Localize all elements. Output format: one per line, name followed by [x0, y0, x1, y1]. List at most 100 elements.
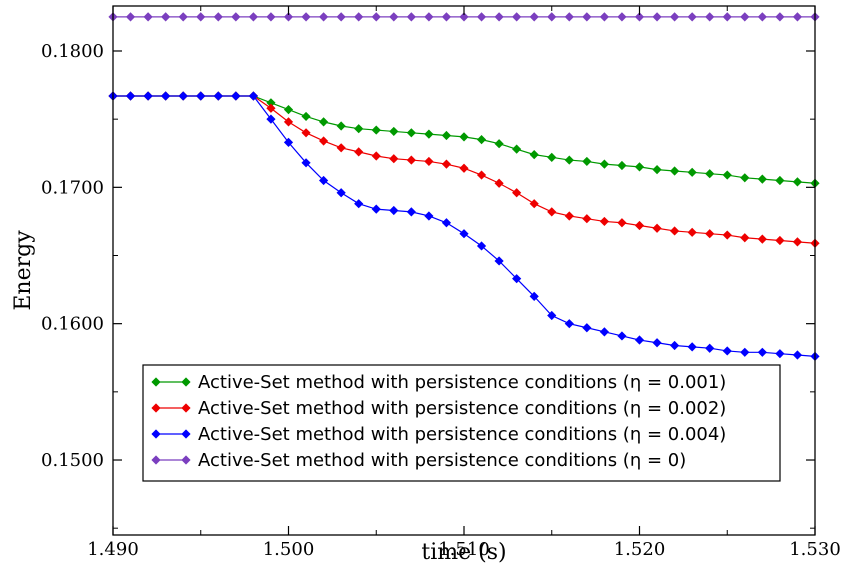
y-tick-label: 0.1700 — [41, 177, 104, 198]
data-point — [705, 12, 715, 22]
data-point — [424, 12, 434, 22]
data-point — [231, 12, 241, 22]
data-point — [319, 117, 329, 127]
data-point — [634, 220, 645, 231]
data-point — [547, 310, 557, 321]
data-point — [792, 350, 803, 360]
data-point — [564, 155, 574, 165]
data-point — [599, 216, 609, 227]
data-point — [213, 12, 223, 22]
data-point — [319, 175, 329, 186]
data-point — [406, 207, 416, 217]
data-point — [547, 12, 557, 22]
data-point — [196, 91, 206, 101]
legend-marker — [151, 377, 161, 387]
data-point — [547, 207, 557, 217]
data-point — [301, 128, 311, 138]
data-point — [722, 170, 732, 180]
data-point — [582, 214, 592, 224]
data-point — [582, 12, 592, 22]
data-point — [371, 125, 381, 135]
data-point — [441, 130, 452, 141]
data-point — [459, 12, 469, 22]
data-point — [266, 114, 276, 124]
data-point — [687, 342, 697, 352]
data-point — [301, 12, 311, 22]
data-point — [529, 199, 539, 209]
data-point — [301, 158, 311, 168]
data-point — [283, 12, 294, 22]
data-point — [582, 156, 592, 167]
data-point — [283, 137, 294, 147]
plot-marks — [108, 12, 820, 361]
data-point — [336, 121, 346, 131]
data-point — [582, 323, 592, 333]
data-point — [476, 12, 487, 22]
series-0 — [108, 91, 820, 188]
series-2 — [108, 91, 820, 361]
data-point — [670, 12, 680, 22]
x-tick-label: 1.490 — [87, 539, 139, 560]
data-point — [441, 12, 452, 22]
data-point — [494, 12, 504, 22]
data-point — [564, 211, 574, 221]
data-point — [336, 143, 346, 153]
data-point — [512, 12, 522, 22]
data-point — [301, 111, 311, 122]
data-point — [652, 165, 662, 175]
data-point — [354, 124, 364, 134]
data-point — [705, 343, 715, 353]
data-point — [178, 91, 188, 101]
data-point — [248, 12, 258, 22]
data-point — [336, 12, 346, 22]
data-point — [494, 178, 504, 188]
data-point — [617, 160, 627, 171]
data-point — [476, 135, 487, 145]
legend-marker — [151, 403, 161, 413]
axis-ticks: 1.490 1.500 1.510 1.520 1.530 0.1500 0.1600 0.1… — [41, 6, 841, 560]
data-point — [424, 156, 434, 167]
data-point — [722, 346, 732, 356]
data-point — [775, 175, 785, 186]
data-point — [634, 12, 645, 22]
data-point — [652, 223, 662, 233]
data-point — [266, 98, 276, 108]
data-point — [283, 117, 294, 127]
data-point — [687, 227, 697, 237]
data-point — [319, 12, 329, 22]
data-point — [231, 91, 241, 101]
x-tick-label: 1.500 — [263, 539, 315, 560]
data-point — [459, 132, 469, 142]
data-point — [617, 331, 627, 341]
data-point — [599, 159, 609, 169]
data-point — [354, 199, 364, 209]
data-point — [125, 91, 136, 101]
data-point — [459, 163, 469, 173]
data-point — [161, 12, 171, 22]
data-point — [336, 188, 346, 198]
data-point — [371, 151, 381, 161]
data-point — [213, 91, 223, 101]
data-point — [740, 173, 750, 183]
data-point — [476, 241, 487, 251]
data-point — [617, 218, 627, 228]
data-point — [740, 12, 750, 22]
data-point — [494, 139, 504, 149]
legend-item: Active-Set method with persistence condi… — [151, 398, 726, 419]
legend-marker — [151, 429, 161, 439]
data-point — [354, 12, 364, 22]
data-point — [740, 347, 750, 357]
legend-label: Active-Set method with persistence condi… — [198, 398, 726, 419]
data-point — [634, 162, 645, 172]
data-point — [389, 154, 399, 164]
data-point — [266, 103, 276, 113]
data-point — [161, 91, 171, 101]
data-point — [722, 230, 732, 240]
data-point — [740, 233, 750, 243]
data-point — [441, 218, 452, 228]
legend-item: Active-Set method with persistence condi… — [151, 424, 726, 445]
data-point — [687, 12, 697, 22]
x-tick-label: 1.520 — [614, 539, 666, 560]
legend-label: Active-Set method with persistence condi… — [198, 450, 686, 471]
data-point — [283, 105, 294, 115]
